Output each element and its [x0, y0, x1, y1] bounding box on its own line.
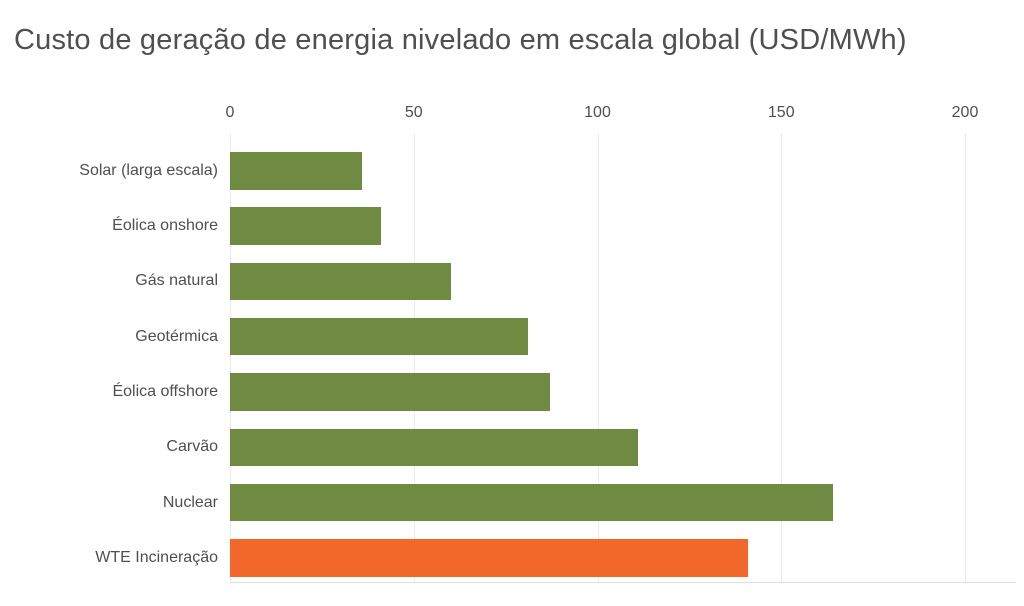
chart-title: Custo de geração de energia nivelado em … [14, 24, 907, 56]
y-axis-label-solar-larga-escala: Solar (larga escala) [79, 161, 218, 179]
x-tick-label-50: 50 [404, 104, 423, 121]
bar-nuclear [230, 483, 833, 522]
plot-area [230, 133, 1016, 583]
x-tick-label-100: 100 [584, 104, 611, 121]
bar-carvao [230, 428, 638, 466]
gridline-200 [965, 133, 966, 582]
gridline-0 [230, 133, 231, 582]
x-tick-label-200: 200 [951, 104, 979, 121]
y-axis-label-eolica-offshore: Éolica offshore [112, 382, 218, 400]
bar-solar-larga-escala [230, 152, 363, 190]
y-axis-label-eolica-onshore: Éolica onshore [112, 217, 218, 235]
gridline-50 [413, 133, 415, 582]
y-axis-label-nuclear: Nuclear [162, 493, 218, 511]
y-axis-label-wte-incineracao: WTE Incineração [95, 548, 218, 566]
bar-wte-incineracao [230, 539, 749, 577]
y-axis-label-carvao: Carvão [166, 438, 218, 456]
bar-eolica-onshore [230, 207, 381, 245]
x-axis: 0 50 100 150 200 [0, 0, 1024, 133]
gridline-100 [597, 133, 599, 582]
bar-gas-natural [230, 262, 451, 301]
y-axis-labels: Solar (larga escala) Éolica onshore Gás na… [0, 0, 218, 606]
x-tick-label-150: 150 [767, 104, 795, 121]
bar-geotermica [230, 317, 528, 356]
y-axis-label-gas-natural: Gás natural [135, 272, 218, 290]
x-tick-label-0: 0 [225, 104, 235, 121]
bar-eolica-offshore [230, 373, 550, 411]
y-axis-label-geotermica: Geotérmica [135, 327, 218, 345]
gridline-150 [781, 133, 783, 582]
